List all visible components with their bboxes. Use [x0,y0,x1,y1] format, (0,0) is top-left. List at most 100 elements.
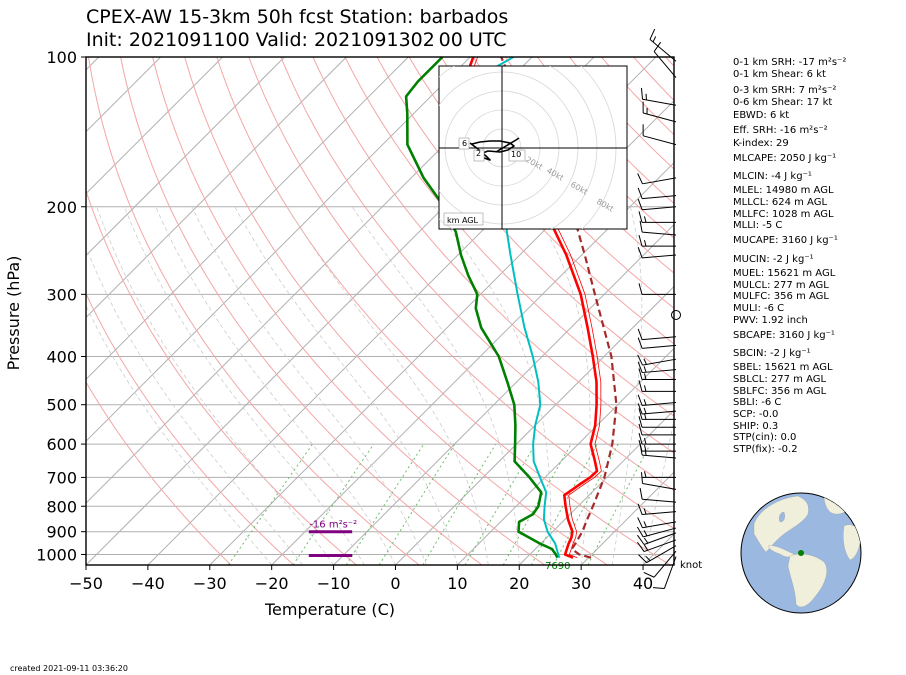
dry-adiabat [472,57,674,274]
index-line: PWV: 1.92 inch [733,315,808,326]
y-axis-label: Pressure (hPa) [4,256,23,371]
chart-title-line2: Init: 2021091100 Valid: 2021091302 00 UT… [86,29,507,51]
index-line: Eff. SRH: -16 m²s⁻² [733,125,828,136]
wind-barb [652,556,677,590]
wind-barb [637,517,677,529]
y-tick-label: 800 [46,497,77,516]
dry-adiabat [440,57,674,309]
created-timestamp: created 2021-09-11 03:36:20 [10,664,128,673]
x-tick-label: −10 [317,574,351,593]
wind-barb [638,211,676,223]
wind-barb [638,368,676,381]
moist-adiabat [531,206,591,565]
moist-adiabat [642,418,674,565]
wind-barb [637,394,677,406]
wind-barb [638,440,676,452]
index-line: MLLI: -5 C [733,220,783,231]
wind-barb [642,471,676,478]
index-line: MLLCL: 624 m AGL [733,197,828,208]
dry-adiabat [344,57,674,417]
mixing-ratio-line [378,443,456,565]
wind-barb [638,380,676,392]
plot-area [86,57,674,565]
index-line: 0-6 km Shear: 17 kt [733,97,833,108]
isotherm [580,471,674,565]
y-tick-label: 200 [46,198,77,217]
surface-label: 7690 [545,561,570,572]
x-tick-label: −20 [255,574,289,593]
isotherm [86,57,409,381]
wind-barb [638,423,676,436]
x-tick-label: 0 [390,574,400,593]
index-line: SBCIN: -2 J kg⁻¹ [733,348,811,359]
isotherm [518,409,674,565]
moist-adiabat [611,206,643,565]
isotherm [86,57,223,195]
moist-adiabat [96,206,334,565]
index-line: MULI: -6 C [733,303,785,314]
continents [753,495,861,607]
wind-barb [639,487,677,503]
mixing-ratio-line [345,443,425,565]
dry-adiabat [280,57,674,492]
isotherm [86,57,162,133]
index-line: 0-3 km SRH: 7 m²s⁻² [733,85,837,96]
dry-adiabat [376,57,674,381]
index-line: SHIP: 0.3 [733,421,779,432]
index-line: SCP: -0.0 [733,409,779,420]
wind-barb [637,198,677,211]
wind-barb [638,416,676,428]
x-tick-label: 30 [571,574,591,593]
dry-adiabat [86,381,232,565]
index-line: MUCIN: -2 J kg⁻¹ [733,254,814,265]
wind-barb [638,283,676,295]
mixing-ratio-line [227,443,314,565]
index-line: STP(fix): -0.2 [733,444,798,455]
mixing-ratio-line [422,443,497,565]
wind-barb [640,87,677,106]
dry-adiabat [86,292,295,565]
isotherm [395,285,674,565]
wind-barb [638,235,676,247]
moist-adiabat [351,206,520,565]
index-line: MLCAPE: 2050 J kg⁻¹ [733,153,837,164]
wind-barb [637,354,677,366]
wind-barb [642,124,677,146]
wind-barb [637,187,677,200]
dry-adiabat [88,57,420,565]
index-line: 0-1 km SRH: -17 m²s⁻² [733,57,847,68]
y-tick-label: 900 [46,523,77,542]
dry-adiabat [248,57,674,530]
y-tick-label: 1000 [36,545,77,564]
index-line: MULFC: 356 m AGL [733,291,829,302]
location-globe [740,492,862,614]
hodograph-upper-trace [495,137,520,153]
srh-annotation: -16 m²s⁻² [309,520,357,531]
isotherm [86,57,471,442]
hodograph-footer-label: km AGL [447,216,479,225]
wind-barb [637,173,677,185]
index-line: SBCAPE: 3160 J kg⁻¹ [733,330,835,341]
wind-barb [637,539,677,553]
wind-barb [637,337,677,349]
moist-adiabat [124,206,365,565]
wind-barb [637,532,677,545]
x-tick-label: 20 [509,574,529,593]
isotherm [86,57,285,257]
wind-barb [637,247,677,259]
x-tick-label: 40 [633,574,653,593]
moist-adiabat [234,206,458,565]
dry-adiabat [86,189,357,565]
dry-adiabat [216,57,671,565]
moist-adiabat [433,206,552,565]
index-line: SBLI: -6 C [733,397,782,408]
wind-barb [653,41,677,78]
x-tick-label: −30 [193,574,227,593]
y-tick-label: 600 [46,435,77,454]
index-line: MUEL: 15621 m AGL [733,268,836,279]
moist-adiabat [155,206,396,565]
isotherm [209,100,674,565]
wind-unit-label: knot [680,560,703,571]
